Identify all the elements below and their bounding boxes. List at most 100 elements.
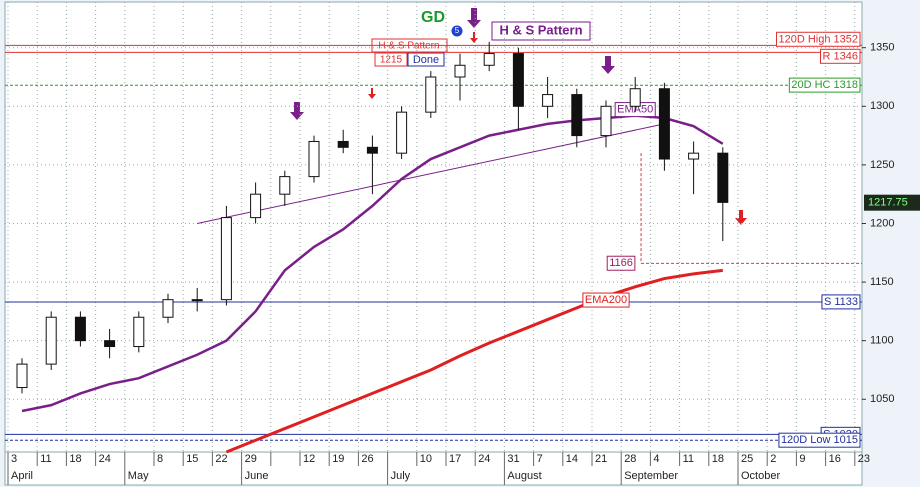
done-label: Done (413, 54, 439, 66)
y-tick-label: 1350 (870, 42, 894, 54)
x-tick-label: 29 (245, 453, 257, 465)
neckline (197, 123, 665, 224)
level-label-box (820, 48, 861, 64)
candle-body (74, 316, 86, 342)
month-label: June (245, 470, 269, 482)
x-tick-label: 12 (303, 453, 315, 465)
level-label-box (775, 31, 861, 47)
month-label: October (741, 470, 780, 482)
pattern-label: H & S Pattern (499, 22, 582, 37)
candle-body (16, 363, 28, 389)
candle-body (629, 88, 641, 107)
x-tick-label: 23 (858, 453, 870, 465)
month-label: August (507, 470, 541, 482)
arrow (290, 102, 304, 120)
ma-label: EMA200 (585, 294, 627, 306)
x-tick-label: 9 (799, 453, 805, 465)
candle-body (45, 316, 57, 365)
level-label-box (821, 294, 861, 310)
candle-body (571, 94, 583, 137)
x-tick-label: 19 (332, 453, 344, 465)
month-label: May (128, 470, 149, 482)
candle-body (454, 64, 466, 78)
candle-body (191, 299, 203, 302)
candle-body (308, 140, 320, 178)
x-tick-label: 26 (361, 453, 373, 465)
x-tick-label: 18 (712, 453, 724, 465)
arrow (601, 56, 615, 74)
arrow (470, 32, 478, 43)
y-tick-label: 1150 (870, 276, 894, 288)
level-label: 20D HC 1318 (791, 79, 858, 91)
x-tick-label: 8 (157, 453, 163, 465)
level-label: S 1133 (824, 296, 858, 308)
x-tick-label: 24 (478, 453, 490, 465)
level-label-box (788, 77, 861, 93)
y-tick-label: 1050 (870, 393, 894, 405)
candle-body (542, 94, 554, 107)
arrow (368, 88, 376, 99)
last-price-label: 1217.75 (868, 197, 908, 209)
x-tick-label: 17 (449, 453, 461, 465)
ma-label-box (582, 292, 630, 308)
badge-text: 5 (455, 26, 460, 35)
month-label: July (391, 470, 411, 482)
candle-body (133, 316, 145, 348)
price-label: 1215 (380, 55, 403, 66)
target-box (606, 255, 636, 271)
x-tick-label: 11 (683, 453, 694, 465)
price-box (374, 52, 408, 67)
x-tick-label: 24 (99, 453, 111, 465)
level-label-box (778, 432, 861, 448)
x-tick-label: 3 (11, 453, 17, 465)
candle-body (483, 53, 495, 66)
candle-body (600, 105, 612, 137)
x-tick-label: 22 (215, 453, 227, 465)
x-tick-label: 10 (420, 453, 432, 465)
x-tick-label: 7 (537, 453, 543, 465)
candle-body (658, 88, 670, 160)
y-tick-label: 1100 (870, 335, 894, 347)
candle-body (425, 76, 437, 113)
level-label: 120D Low 1015 (781, 434, 858, 446)
candle-body (162, 299, 174, 318)
badge (451, 25, 463, 37)
x-axis-area (4, 451, 863, 486)
candle-body (366, 146, 378, 154)
candle-body (279, 176, 291, 195)
arrow (735, 210, 747, 225)
y-tick-label: 1200 (870, 217, 894, 229)
arrow (467, 8, 481, 28)
y-tick-label: 1300 (870, 100, 894, 112)
x-tick-label: 28 (624, 453, 636, 465)
month-label: September (624, 470, 678, 482)
candle-body (337, 140, 349, 148)
candle-body (512, 53, 524, 107)
x-tick-label: 2 (770, 453, 776, 465)
level-label: R 1346 (823, 50, 858, 62)
gd-label: GD (421, 9, 445, 26)
x-tick-label: 25 (741, 453, 753, 465)
x-tick-label: 18 (69, 453, 81, 465)
plot-area (4, 1, 863, 453)
x-tick-label: 31 (507, 453, 519, 465)
y-tick-label: 1250 (870, 159, 894, 171)
month-label: April (11, 470, 33, 482)
ma-line (225, 268, 723, 454)
candle-body (717, 152, 729, 203)
x-tick-label: 4 (653, 453, 659, 465)
candle-body (104, 340, 116, 348)
candle-body (396, 111, 408, 154)
pattern-small-label: H & S Pattern (378, 41, 439, 52)
candle-body (220, 217, 232, 301)
x-tick-label: 11 (40, 453, 51, 465)
x-tick-label: 14 (566, 453, 578, 465)
candle-body (250, 193, 262, 219)
candle-body (688, 152, 700, 160)
x-tick-label: 15 (186, 453, 198, 465)
x-tick-label: 21 (595, 453, 607, 465)
pattern-box (491, 21, 591, 41)
last-price-box (864, 194, 920, 211)
target-label: 1166 (609, 257, 633, 269)
